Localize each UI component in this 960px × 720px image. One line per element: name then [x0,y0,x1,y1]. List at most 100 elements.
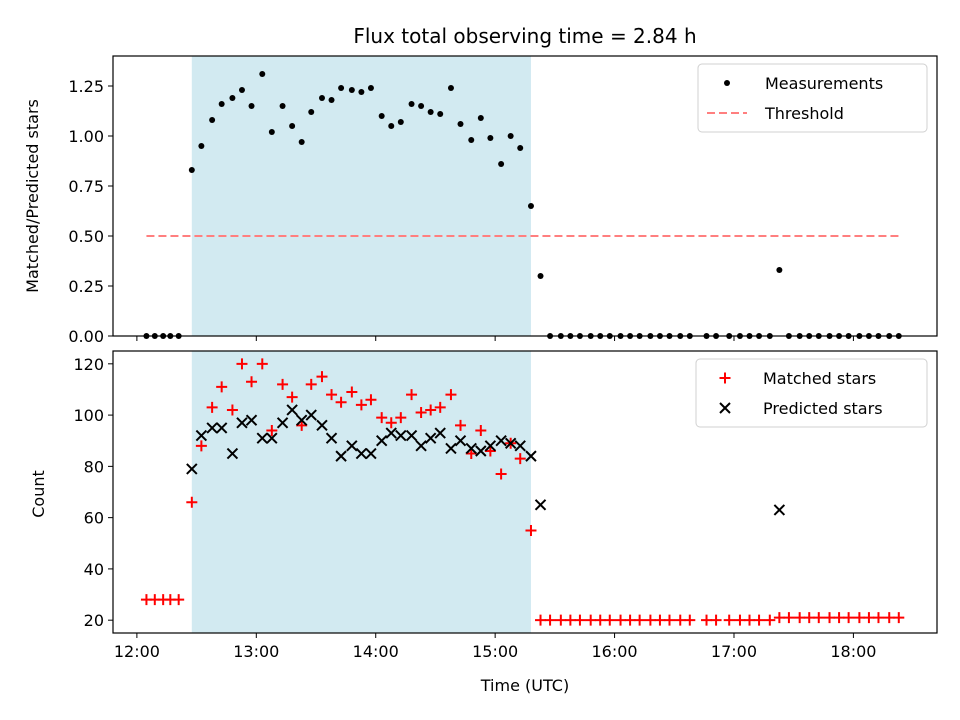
bottom-plot-area: 20 40 60 80 100 120 12:00 13:00 14:00 15:00 16:00 1… [73,350,938,661]
bottom-matched-stars-marker [495,468,507,480]
top-measurements-point [259,71,266,77]
bottom-predicted-stars-marker [365,447,377,460]
bottom-matched-stars-marker [425,404,437,416]
bottom-matched-stars-marker [803,612,815,624]
bottom-predicted-stars-marker [355,447,368,460]
bottom-matched-stars-marker [236,358,248,370]
bottom-matched-stars-marker [594,614,606,626]
bottom-predicted-stars-marker [346,440,358,452]
bottom-predicted-stars-marker [395,429,407,442]
top-measurements-point [408,101,415,107]
bottom-matched-stars-marker [585,614,597,626]
bottom-predicted-stars-marker [206,422,218,434]
bottom-predicted-stars-marker [305,409,317,421]
bottom-matched-stars-marker [173,594,185,606]
bottom-matched-stars-marker [663,614,675,626]
bottom-matched-stars-marker [624,614,636,626]
bottom-predicted-stars-marker [236,417,248,429]
top-measurements-point [468,137,475,143]
top-measurements-point [457,121,464,127]
bottom-matched-stars-marker [475,424,487,436]
top-measurements-point [477,115,484,121]
top-measurements-point [268,129,275,135]
bottom-matched-stars-marker [195,440,207,452]
top-axes-frame [112,55,938,337]
bottom-predicted-stars-marker [385,427,397,439]
bottom-predicted-stars-marker [276,417,289,429]
bottom-matched-stars-marker [445,389,457,401]
bottom-matched-stars-marker [514,453,526,465]
x-tick-label: 17:00 [711,642,757,661]
x-tick-label: 15:00 [472,642,518,661]
bottom-panel: Time (UTC) Count 20 40 60 80 100 120 12:00 13:0… [29,350,938,695]
bottom-matched-stars-marker [395,412,407,424]
bottom-predicted-stars-marker [534,499,547,511]
top-measurements-point [447,85,454,91]
top-y-tick-label: 1.00 [68,127,104,146]
bottom-predicted-stars-marker [495,435,507,447]
top-measurements-point [209,117,216,123]
bottom-matched-stars-marker [415,407,427,419]
top-legend-threshold-label: Threshold [764,104,844,123]
bottom-matched-stars-marker [465,448,477,460]
bottom-matched-stars-marker [853,612,865,624]
bottom-predicted-stars-marker [504,437,517,449]
top-measurements-point [238,87,245,93]
bottom-matched-stars-marker [564,614,576,626]
bottom-matched-stars-marker [773,612,785,624]
bottom-matched-stars-marker [615,614,627,626]
bottom-predicted-stars-marker [514,440,526,452]
top-measurements-point [507,133,514,139]
bottom-matched-stars-marker [296,419,308,431]
top-measurements-point [289,123,296,129]
bottom-matched-stars-marker [316,371,328,383]
top-measurements-point [348,87,355,93]
bottom-matched-stars-marker [305,378,317,390]
bottom-matched-stars-marker [484,445,496,457]
bottom-matched-stars-marker [684,614,696,626]
top-y-tick-label: 0.75 [68,177,104,196]
top-measurements-point [248,103,255,109]
top-measurements-point [279,103,286,109]
bottom-matched-stars-marker [186,496,198,508]
x-axis-label: Time (UTC) [480,676,569,695]
bottom-matched-stars-marker [455,419,467,431]
bottom-predicted-stars-marker [215,422,228,434]
bottom-matched-stars-marker [385,417,397,429]
top-measurements-point [437,111,444,117]
bottom-y-tick-label: 120 [73,355,104,374]
bottom-matched-stars-marker [604,614,616,626]
top-measurements-point [229,95,236,101]
top-measurements-point [188,167,195,173]
top-measurements-point [776,267,783,273]
bottom-matched-stars-marker [883,612,895,624]
top-measurements-point [498,161,505,167]
bottom-matched-stars-marker [277,378,289,390]
top-panel: Flux total observing time = 2.84 h Match… [23,24,938,346]
bottom-matched-stars-marker [701,614,713,626]
bottom-predicted-stars-marker [325,432,338,444]
bottom-predicted-stars-marker [465,442,477,455]
bottom-matched-stars-marker [574,614,586,626]
bottom-matched-stars-marker [734,614,746,626]
bottom-legend-predicted-stars-swatch [719,402,731,414]
top-shaded-span [191,56,531,336]
bottom-legend-box [695,358,928,428]
bottom-matched-stars-marker [535,614,547,626]
bottom-matched-stars-marker [266,424,278,436]
bottom-y-tick-label: 60 [84,509,104,528]
bottom-matched-stars-marker [286,391,298,403]
bottom-matched-stars-marker [764,614,776,626]
bottom-predicted-stars-marker [295,414,308,426]
bottom-matched-stars-marker [644,614,656,626]
bottom-matched-stars-marker [813,612,825,624]
x-tick-label: 13:00 [233,642,279,661]
top-measurements-point [198,143,205,149]
bottom-axes-frame [112,350,938,634]
bottom-predicted-stars-marker [454,435,467,447]
bottom-matched-stars-marker [525,524,537,536]
bottom-matched-stars-marker [710,614,722,626]
bottom-predicted-stars-marker [316,419,328,432]
bottom-predicted-stars-marker [195,429,208,442]
